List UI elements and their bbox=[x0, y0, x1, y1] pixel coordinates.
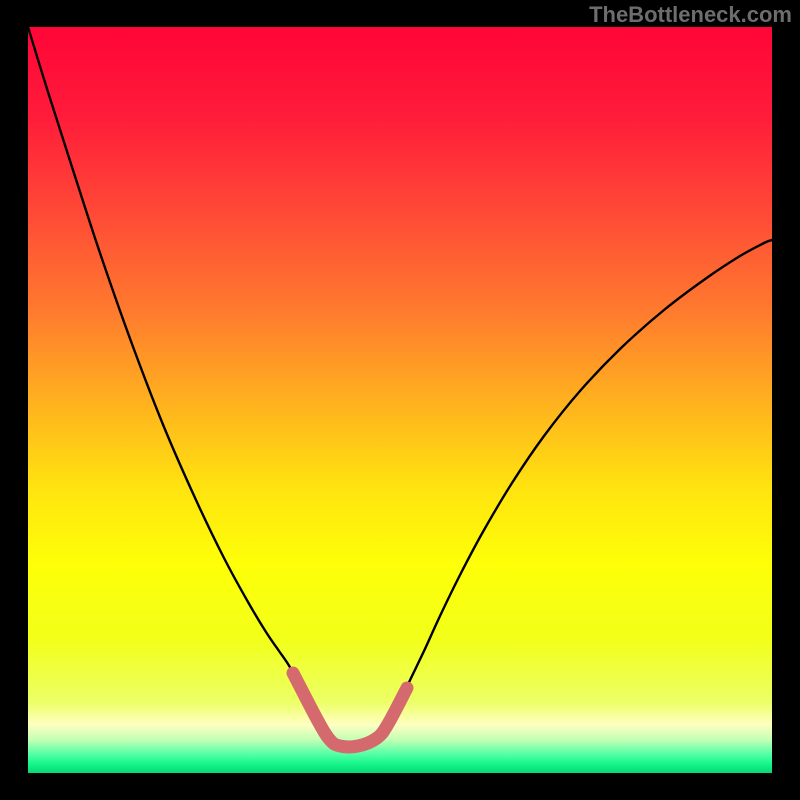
chart-background bbox=[28, 27, 772, 773]
bottleneck-chart bbox=[0, 0, 800, 800]
chart-container: TheBottleneck.com bbox=[0, 0, 800, 800]
watermark-text: TheBottleneck.com bbox=[589, 2, 792, 28]
